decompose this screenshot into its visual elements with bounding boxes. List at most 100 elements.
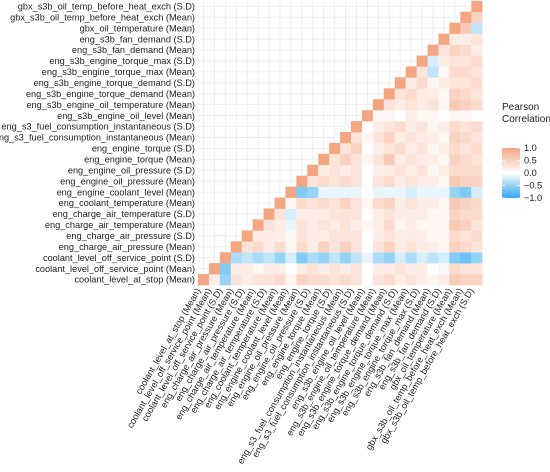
heatmap-cell xyxy=(471,274,483,286)
y-tick-label: eng_s3b_engine_torque_demand (Mean) xyxy=(26,89,195,99)
heatmap-cell xyxy=(460,219,472,231)
heatmap-cell xyxy=(307,175,319,187)
heatmap-cell xyxy=(372,131,385,144)
heatmap-cell xyxy=(208,263,221,275)
heatmap-cell xyxy=(372,241,385,253)
heatmap-cell xyxy=(416,263,428,275)
heatmap-cell xyxy=(427,55,439,67)
heatmap-cell xyxy=(340,197,352,209)
y-tick-label: eng_s3b_engine_torque_max (S.D) xyxy=(49,56,195,66)
heatmap-cell xyxy=(252,230,264,242)
heatmap-cell xyxy=(460,131,472,144)
heatmap-cell xyxy=(383,219,396,231)
heatmap-cell xyxy=(394,110,406,122)
heatmap-cell xyxy=(405,66,417,78)
heatmap-cell xyxy=(372,153,385,166)
heatmap-cell xyxy=(285,208,297,220)
x-axis-tick-labels: coolant_level_at_stop (Mean)coolant_leve… xyxy=(125,286,476,465)
heatmap-cell xyxy=(318,186,330,198)
heatmap-cell xyxy=(427,153,439,166)
heatmap-cell xyxy=(438,230,450,242)
heatmap-cell xyxy=(340,175,352,187)
heatmap-cell xyxy=(372,110,385,122)
heatmap-cell xyxy=(427,274,439,286)
heatmap-cell xyxy=(449,131,461,144)
heatmap-cell xyxy=(460,274,472,286)
heatmap-cell xyxy=(449,33,461,45)
heatmap-cell xyxy=(361,208,374,220)
heatmap-cell xyxy=(361,153,374,166)
heatmap-cell xyxy=(471,175,483,187)
heatmap-cell xyxy=(405,121,417,133)
heatmap-cell xyxy=(219,274,232,286)
heatmap-cell xyxy=(471,131,483,144)
heatmap-cell xyxy=(383,121,396,133)
heatmap-cell xyxy=(438,142,450,155)
heatmap-cell xyxy=(230,252,243,264)
heatmap-cell xyxy=(307,274,319,286)
heatmap-cell xyxy=(449,175,461,187)
heatmap-cell xyxy=(416,110,428,122)
heatmap-cell xyxy=(471,99,483,111)
heatmap-cell xyxy=(438,219,450,231)
heatmap-cell xyxy=(394,88,406,100)
heatmap-cell xyxy=(318,153,330,166)
heatmap-cell xyxy=(449,208,461,220)
y-tick-label: eng_charge_air_temperature (S.D) xyxy=(53,209,195,219)
heatmap-cell xyxy=(351,219,363,231)
heatmap-cell xyxy=(252,252,264,264)
heatmap-cell xyxy=(449,55,461,67)
heatmap-cell xyxy=(471,55,483,67)
heatmap-cell xyxy=(274,208,286,220)
heatmap-cell xyxy=(208,274,221,286)
heatmap-cell xyxy=(394,252,406,264)
heatmap-cell xyxy=(383,99,396,111)
y-tick-label: eng_charge_air_pressure (Mean) xyxy=(59,242,195,252)
heatmap-cell xyxy=(361,131,374,144)
heatmap-cell xyxy=(394,164,406,176)
heatmap-cell xyxy=(416,99,428,111)
heatmap-cell xyxy=(340,241,352,253)
heatmap-cell xyxy=(427,230,439,242)
y-tick-label: eng_engine_torque (S.D) xyxy=(92,144,195,154)
heatmap-cell xyxy=(471,66,483,78)
heatmap-cell xyxy=(318,263,330,275)
legend-colorbar xyxy=(502,148,520,198)
heatmap-cell xyxy=(471,88,483,100)
heatmap-cell xyxy=(471,110,483,122)
heatmap-cell xyxy=(274,197,286,209)
heatmap-cell xyxy=(307,208,319,220)
heatmap-cell xyxy=(372,99,385,111)
heatmap-cell xyxy=(438,33,450,45)
heatmap-cell xyxy=(318,208,330,220)
heatmap-cell xyxy=(340,230,352,242)
heatmap-cells xyxy=(198,0,483,286)
heatmap-cell xyxy=(296,252,308,264)
heatmap-cell xyxy=(241,274,253,286)
heatmap-cell xyxy=(460,230,472,242)
heatmap-cell xyxy=(351,142,363,155)
heatmap-cell xyxy=(460,252,472,264)
heatmap-cell xyxy=(198,274,210,286)
heatmap-cell xyxy=(318,252,330,264)
y-tick-label: eng_s3b_engine_oil_temperature (Mean) xyxy=(26,100,195,110)
heatmap-cell xyxy=(351,121,363,133)
heatmap-cell xyxy=(361,164,374,176)
heatmap-cell xyxy=(263,208,275,220)
heatmap-cell xyxy=(438,77,450,89)
heatmap-cell xyxy=(416,55,428,67)
heatmap-cell xyxy=(405,230,417,242)
heatmap-cell xyxy=(318,219,330,231)
heatmap-cell xyxy=(241,263,253,275)
heatmap-cell xyxy=(405,241,417,253)
heatmap-cell xyxy=(263,274,275,286)
heatmap-cell xyxy=(427,110,439,122)
heatmap-cell xyxy=(394,175,406,187)
heatmap-cell xyxy=(241,241,253,253)
heatmap-cell xyxy=(318,164,330,176)
heatmap-cell xyxy=(296,241,308,253)
heatmap-cell xyxy=(471,22,483,34)
heatmap-cell xyxy=(438,153,450,166)
heatmap-cell xyxy=(438,197,450,209)
